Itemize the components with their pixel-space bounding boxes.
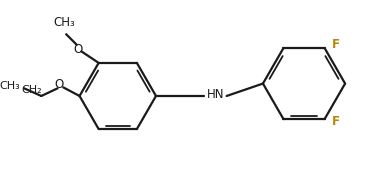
- Text: F: F: [332, 38, 340, 51]
- Text: F: F: [332, 116, 340, 129]
- Text: CH₂: CH₂: [22, 85, 42, 95]
- Text: O: O: [54, 78, 63, 91]
- Text: HN: HN: [206, 87, 224, 101]
- Text: CH₃: CH₃: [53, 15, 75, 28]
- Text: O: O: [73, 43, 82, 56]
- Text: CH₃: CH₃: [0, 81, 20, 91]
